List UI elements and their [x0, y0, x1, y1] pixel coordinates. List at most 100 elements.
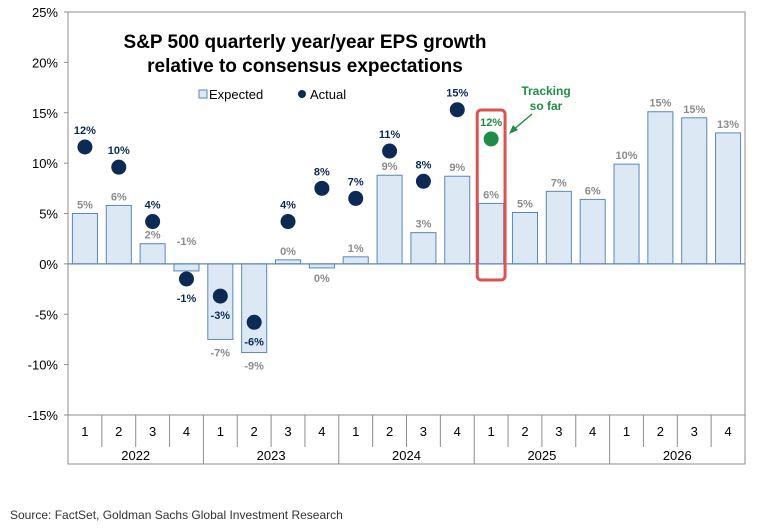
actual-dot: [111, 159, 127, 175]
actual-dot: [246, 314, 262, 330]
expected-bar: [173, 263, 200, 272]
y-tick-label: 5%: [39, 207, 58, 222]
quarter-label: 2: [251, 424, 258, 439]
y-tick-label: 15%: [32, 106, 58, 121]
y-tick-label: 0%: [39, 257, 58, 272]
quarter-label: 1: [352, 424, 359, 439]
actual-value-label: -1%: [177, 293, 197, 305]
quarter-label: 4: [183, 424, 190, 439]
expected-value-label: -1%: [177, 236, 197, 248]
expected-bar: [410, 232, 437, 265]
actual-dot: [415, 173, 431, 189]
expected-bar: [275, 259, 302, 265]
plot-frame: [67, 11, 746, 465]
expected-value-label: 6%: [483, 189, 499, 201]
tracking-dot: [483, 131, 499, 147]
quarter-label: 3: [149, 424, 156, 439]
year-label: 2025: [527, 448, 556, 463]
expected-value-label: 15%: [649, 98, 671, 110]
expected-bar: [613, 163, 640, 265]
actual-value-label: -3%: [211, 310, 231, 322]
expected-bar: [105, 204, 132, 265]
tracking-annotation-line2: so far: [530, 99, 563, 113]
quarter-label: 3: [691, 424, 698, 439]
legend-expected-swatch: [198, 89, 208, 99]
actual-value-label: 10%: [108, 145, 130, 157]
quarter-label: 3: [420, 424, 427, 439]
expected-bar: [308, 263, 335, 269]
quarter-label: 2: [657, 424, 664, 439]
chart-title-line1: S&P 500 quarterly year/year EPS growth: [124, 32, 487, 53]
actual-dot: [145, 214, 161, 230]
actual-dot: [382, 143, 398, 159]
expected-value-label: 5%: [77, 200, 93, 212]
expected-bar: [241, 263, 268, 354]
actual-value-label: 12%: [74, 125, 96, 137]
legend-expected-label: Expected: [209, 87, 263, 102]
expected-value-label: -7%: [211, 347, 231, 359]
expected-value-label: 9%: [449, 162, 465, 174]
expected-value-label: 9%: [382, 161, 398, 173]
actual-value-label: 8%: [314, 166, 330, 178]
quarter-label: 4: [724, 424, 731, 439]
expected-value-label: -9%: [244, 361, 264, 373]
actual-value-label: 8%: [415, 159, 431, 171]
expected-bar: [511, 211, 538, 265]
quarter-label: 4: [318, 424, 325, 439]
quarter-label: 1: [81, 424, 88, 439]
y-tick-label: 20%: [32, 55, 58, 70]
quarter-label: 1: [623, 424, 630, 439]
expected-value-label: 7%: [551, 177, 567, 189]
actual-value-label: 4%: [145, 200, 161, 212]
actual-value-label: 4%: [280, 200, 296, 212]
year-label: 2024: [392, 448, 421, 463]
expected-value-label: 15%: [683, 104, 705, 116]
actual-dot: [178, 271, 194, 287]
y-tick-label: -10%: [28, 358, 59, 373]
legend-actual-label: Actual: [310, 87, 346, 102]
quarter-label: 2: [386, 424, 393, 439]
expected-bar: [579, 198, 606, 265]
y-tick-label: 10%: [32, 156, 58, 171]
actual-dot: [314, 180, 330, 196]
expected-value-label: 0%: [280, 246, 296, 258]
quarter-label: 2: [115, 424, 122, 439]
expected-value-label: 6%: [111, 191, 127, 203]
expected-value-label: 2%: [145, 230, 161, 242]
quarter-label: 3: [555, 424, 562, 439]
actual-dot: [212, 288, 228, 304]
expected-value-label: 1%: [348, 243, 364, 255]
actual-dot: [449, 102, 465, 118]
quarter-label: 3: [284, 424, 291, 439]
source-note: Source: FactSet, Goldman Sachs Global In…: [10, 508, 343, 522]
y-tick-label: -15%: [28, 408, 59, 423]
expected-bar: [376, 174, 403, 265]
expected-value-label: 0%: [314, 273, 330, 285]
expected-value-label: 6%: [585, 185, 601, 197]
year-label: 2022: [121, 448, 150, 463]
actual-value-label: 11%: [379, 129, 401, 141]
eps-growth-chart: 25%20%15%10%5%0%-5%-10%-15%1 2 3 4 1 2 3 4 1 2 3 4 1…: [28, 5, 746, 465]
expected-bar: [139, 243, 166, 265]
expected-bar: [681, 117, 708, 265]
year-label: 2026: [663, 448, 692, 463]
expected-bar: [71, 213, 98, 265]
expected-bar: [478, 202, 505, 265]
quarter-label: 4: [589, 424, 596, 439]
expected-bar: [342, 256, 369, 265]
quarter-label: 4: [454, 424, 461, 439]
actual-dot: [348, 190, 364, 206]
tracking-value-label: 12%: [480, 117, 502, 129]
actual-dot: [77, 139, 93, 155]
year-label: 2023: [257, 448, 286, 463]
y-tick-label: -5%: [35, 307, 59, 322]
expected-bar: [715, 132, 742, 265]
actual-value-label: 15%: [446, 88, 468, 100]
actual-dot: [280, 214, 296, 230]
quarter-label: 2: [521, 424, 528, 439]
actual-value-label: -6%: [244, 336, 264, 348]
y-tick-label: 25%: [32, 5, 58, 20]
tracking-annotation-arrowhead: [509, 125, 518, 134]
legend-actual-marker: [298, 90, 306, 98]
legend: Expected Actual: [198, 87, 346, 102]
